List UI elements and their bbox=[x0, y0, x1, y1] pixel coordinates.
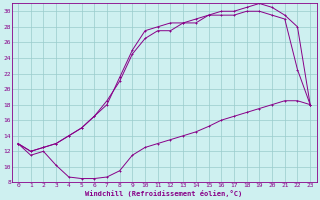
X-axis label: Windchill (Refroidissement éolien,°C): Windchill (Refroidissement éolien,°C) bbox=[85, 190, 243, 197]
